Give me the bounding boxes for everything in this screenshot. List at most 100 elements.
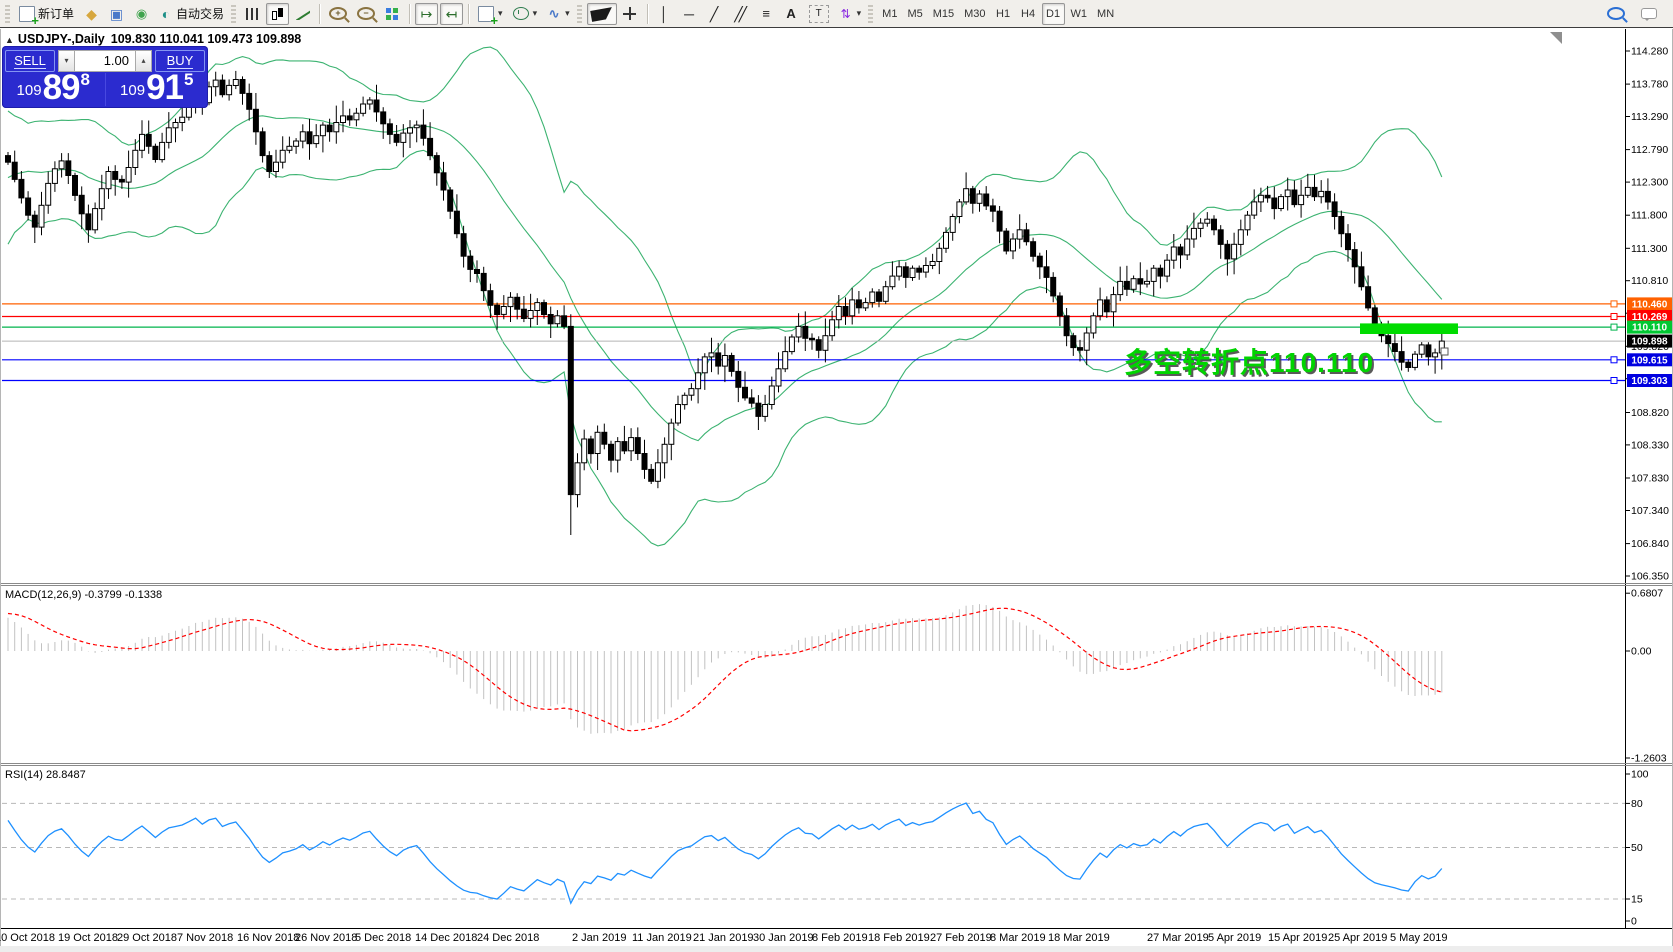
toolbar-separator — [646, 3, 648, 24]
volume-decrease-button[interactable]: ▾ — [58, 49, 75, 72]
cursor-button[interactable] — [586, 2, 617, 25]
styler-button[interactable]: ◆ — [80, 3, 103, 25]
bar-chart-button[interactable] — [241, 3, 264, 25]
toolbar-grip[interactable] — [231, 4, 237, 23]
candle-body — [232, 79, 239, 86]
ask-price-big: 91 — [146, 68, 184, 108]
level-price-label[interactable] — [1627, 374, 1672, 387]
chart-window-button[interactable]: ▣ — [105, 3, 128, 25]
macd-tick-label: 0.00 — [1631, 646, 1652, 658]
candle-body — [467, 255, 474, 270]
candle-body — [373, 99, 380, 113]
zoom-out-button[interactable] — [353, 3, 379, 25]
volume-input[interactable]: 1.00 — [75, 49, 135, 72]
chart-shift-button[interactable]: ↤ — [440, 2, 464, 25]
auto-scroll-button[interactable]: ↦ — [415, 2, 439, 25]
level-line-handle[interactable] — [1610, 300, 1618, 308]
candle-body — [78, 194, 85, 215]
sell-button[interactable]: SELL — [5, 49, 55, 72]
timeframe-m5[interactable]: M5 — [903, 3, 926, 25]
chart-symbol-period: USDJPY-,Daily — [17, 32, 105, 46]
level-price-label[interactable] — [1627, 310, 1672, 323]
horizontal-line-button[interactable]: ─ — [678, 3, 701, 25]
highlight-rectangle[interactable] — [1360, 323, 1458, 334]
bars-icon — [245, 7, 260, 20]
level-price-label[interactable] — [1627, 320, 1672, 334]
equidistant-channel-button[interactable]: ╱╱ — [728, 3, 753, 25]
volume-increase-button[interactable]: ▴ — [135, 49, 152, 72]
indicators-button[interactable]: ▾ — [474, 3, 507, 27]
candle-body — [1271, 197, 1278, 210]
candle-body — [118, 178, 125, 183]
chart-annotation-text[interactable]: 多空转折点110.110 — [1124, 347, 1375, 378]
candle-body — [366, 99, 373, 105]
trendline-button[interactable]: ╱ — [703, 3, 726, 25]
current-price-label[interactable] — [1627, 334, 1672, 348]
level-line-handle[interactable] — [1610, 377, 1618, 384]
signals-button[interactable]: ◉ — [130, 3, 153, 25]
candle-body — [1204, 218, 1211, 224]
templates-button[interactable]: ∿ ▾ — [543, 3, 574, 25]
toolbar-grip[interactable] — [5, 4, 10, 23]
zoom-in-button[interactable] — [325, 3, 351, 25]
candle-body — [1385, 335, 1392, 345]
buy-button[interactable]: BUY — [155, 49, 205, 72]
chat-button[interactable] — [1637, 3, 1661, 25]
level-price-label[interactable] — [1627, 353, 1672, 367]
timeframe-m30[interactable]: M30 — [960, 3, 989, 25]
chart-ohlc-values: 109.830 110.041 109.473 109.898 — [110, 32, 302, 46]
text-label-button[interactable]: T — [805, 3, 833, 25]
tile-windows-button[interactable] — [381, 3, 404, 25]
object-handle[interactable] — [1440, 347, 1449, 356]
periods-button[interactable]: ▾ — [509, 3, 542, 25]
price-tick-label: 108.330 — [1631, 439, 1669, 451]
candle-body — [567, 325, 574, 496]
search-button[interactable] — [1603, 3, 1629, 25]
timeframe-m15[interactable]: M15 — [929, 3, 958, 25]
timeframe-h4[interactable]: H4 — [1017, 3, 1040, 25]
timeframe-h1[interactable]: H1 — [992, 3, 1015, 25]
toolbar-grip[interactable] — [868, 4, 874, 23]
candle-body — [1311, 186, 1318, 198]
x-axis-label: 27 Mar 2019 — [1147, 932, 1209, 944]
ask-price[interactable]: 109 91 5 — [104, 68, 209, 108]
current-price-label-text: 109.898 — [1631, 337, 1668, 348]
arrow-objects-button[interactable]: ⇅ ▾ — [835, 3, 866, 25]
bollinger-band-u — [7, 46, 1443, 382]
text-button[interactable]: A — [780, 3, 803, 25]
candle-body — [822, 335, 829, 351]
new-order-button[interactable]: 新订单 — [15, 3, 78, 27]
line-chart-button[interactable] — [291, 3, 314, 25]
macd-tick-label: 0.6807 — [1631, 588, 1663, 600]
timeframe-m1[interactable]: M1 — [878, 3, 901, 25]
candlestick-chart-button[interactable] — [266, 2, 290, 25]
level-line-handle[interactable] — [1610, 313, 1618, 320]
toolbar-grip[interactable] — [576, 4, 582, 23]
x-axis-label: 26 Nov 2018 — [295, 932, 358, 944]
candle-body — [259, 131, 266, 157]
vertical-line-button[interactable]: │ — [653, 3, 676, 25]
scroll-anchor-marker[interactable] — [1550, 32, 1562, 44]
candle-body — [1217, 229, 1224, 245]
level-price-label[interactable] — [1627, 297, 1672, 311]
candle-body — [252, 108, 259, 133]
candle-body — [634, 437, 641, 455]
ask-price-pip: 5 — [184, 70, 194, 89]
candle-body — [393, 133, 400, 143]
timeframe-w1[interactable]: W1 — [1067, 3, 1092, 25]
candle-body — [112, 171, 119, 180]
quote-panel-collapse-arrow[interactable]: ▲ — [5, 35, 14, 45]
autotrading-button[interactable]: ◐ 自动交易 — [155, 3, 228, 25]
crosshair-button[interactable] — [619, 3, 642, 25]
candle-body — [152, 145, 159, 161]
timeframe-mn[interactable]: MN — [1093, 3, 1118, 25]
vline-icon: │ — [659, 5, 669, 22]
fibonacci-button[interactable]: ≡ — [755, 3, 778, 25]
level-line-handle[interactable] — [1610, 356, 1618, 364]
bid-price[interactable]: 109 89 8 — [2, 70, 105, 106]
candle-body — [1077, 347, 1083, 351]
level-line-handle[interactable] — [1610, 323, 1618, 331]
styler-icon: ◆ — [86, 5, 97, 22]
candle-body — [212, 79, 219, 88]
timeframe-d1[interactable]: D1 — [1041, 2, 1065, 25]
